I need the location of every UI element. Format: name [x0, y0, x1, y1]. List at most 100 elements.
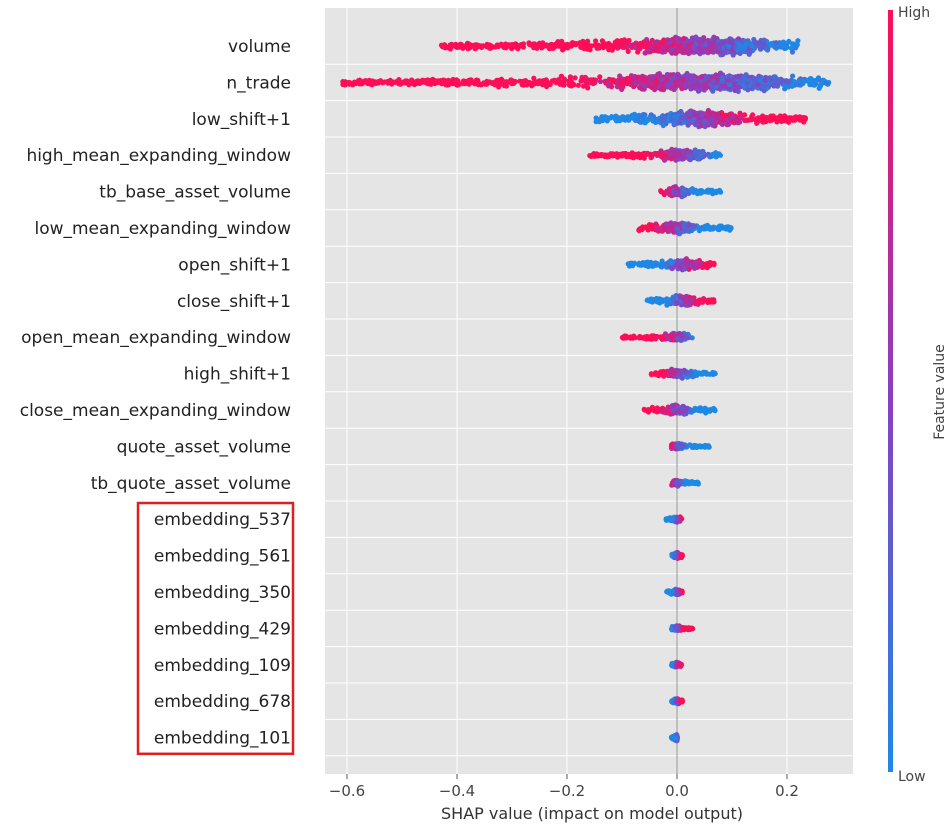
shap-point	[646, 40, 652, 46]
shap-point	[786, 115, 793, 121]
shap-point	[409, 77, 415, 83]
shap-point	[823, 80, 829, 86]
shap-point	[762, 117, 768, 123]
shap-point	[669, 46, 675, 53]
shap-point	[613, 113, 619, 119]
shap-point	[698, 299, 704, 305]
shap-point	[512, 79, 518, 85]
shap-point	[815, 75, 822, 81]
shap-point	[633, 80, 639, 86]
shap-point	[441, 43, 447, 49]
shap-point	[745, 87, 751, 93]
shap-point	[676, 221, 682, 227]
shap-point	[450, 80, 456, 87]
shap-point	[774, 115, 780, 121]
shap-point	[740, 77, 746, 83]
shap-point	[653, 260, 660, 266]
shap-point	[658, 86, 664, 92]
shap-point	[645, 263, 651, 270]
shap-point	[422, 78, 428, 84]
shap-point	[698, 112, 705, 118]
shap-point	[623, 79, 630, 85]
shap-point	[658, 48, 664, 54]
shap-point	[783, 78, 789, 85]
shap-point	[797, 117, 803, 123]
swarm-low_shift+1	[593, 107, 809, 130]
shap-point	[756, 73, 762, 79]
shap-point	[545, 43, 552, 49]
shap-point	[730, 52, 736, 58]
shap-point	[647, 298, 653, 304]
shap-point	[455, 80, 461, 86]
shap-point	[698, 190, 704, 196]
shap-point	[667, 39, 673, 45]
shap-point	[674, 300, 680, 306]
shap-point	[578, 44, 584, 50]
shap-point	[475, 77, 481, 83]
shap-point	[742, 112, 748, 118]
shap-point	[715, 226, 721, 232]
shap-point	[626, 37, 632, 44]
shap-point	[710, 298, 716, 305]
shap-point	[642, 50, 648, 56]
shap-point	[464, 44, 470, 50]
shap-point	[605, 42, 611, 48]
shap-point	[709, 74, 715, 80]
shap-point	[673, 83, 679, 89]
gridlines	[325, 8, 853, 774]
shap-point	[673, 190, 679, 196]
shap-point	[710, 78, 717, 84]
shap-point	[676, 43, 683, 49]
shap-point	[743, 41, 749, 47]
shap-point	[606, 83, 612, 89]
shap-point	[597, 74, 603, 80]
shap-point	[645, 117, 651, 123]
shap-point	[594, 45, 600, 51]
shap-point	[498, 41, 504, 47]
shap-point	[617, 73, 623, 79]
shap-point	[703, 41, 709, 48]
shap-point	[735, 88, 741, 94]
shap-point	[660, 81, 666, 87]
shap-point	[377, 78, 383, 85]
shap-point	[713, 190, 719, 196]
shap-point	[700, 82, 706, 88]
plot-background	[325, 8, 853, 774]
shap-point	[772, 43, 778, 49]
shap-point	[503, 79, 509, 85]
shap-point	[671, 114, 678, 120]
shap-point	[664, 72, 671, 78]
shap-point	[750, 112, 756, 118]
shap-point	[462, 80, 468, 87]
shap-point	[686, 80, 692, 86]
shap-point	[789, 83, 795, 89]
shap-point	[650, 47, 657, 54]
shap-point	[696, 119, 703, 125]
shap-point	[751, 75, 757, 81]
shap-point	[659, 258, 665, 264]
shap-point	[744, 80, 750, 86]
shap-point	[771, 83, 777, 89]
shap-point	[537, 41, 543, 47]
shap-point	[637, 84, 643, 91]
shap-point	[663, 261, 670, 267]
shap-point	[638, 113, 644, 119]
shap-point	[597, 78, 604, 85]
shap-point	[649, 226, 655, 232]
shap-point	[585, 77, 592, 83]
shap-point	[572, 75, 578, 81]
shap-point	[637, 42, 643, 48]
shap-point	[508, 77, 514, 83]
shap-point	[658, 189, 665, 195]
shap-point	[690, 223, 696, 229]
shap-point	[643, 78, 649, 84]
shap-point	[636, 262, 642, 268]
shap-point	[737, 43, 743, 49]
shap-point	[694, 152, 700, 158]
shap-point	[698, 152, 705, 158]
shap-point	[625, 151, 631, 157]
shap-point	[715, 38, 722, 44]
shap-point	[676, 151, 682, 157]
shap-point	[783, 118, 789, 124]
shap-point	[808, 76, 814, 82]
